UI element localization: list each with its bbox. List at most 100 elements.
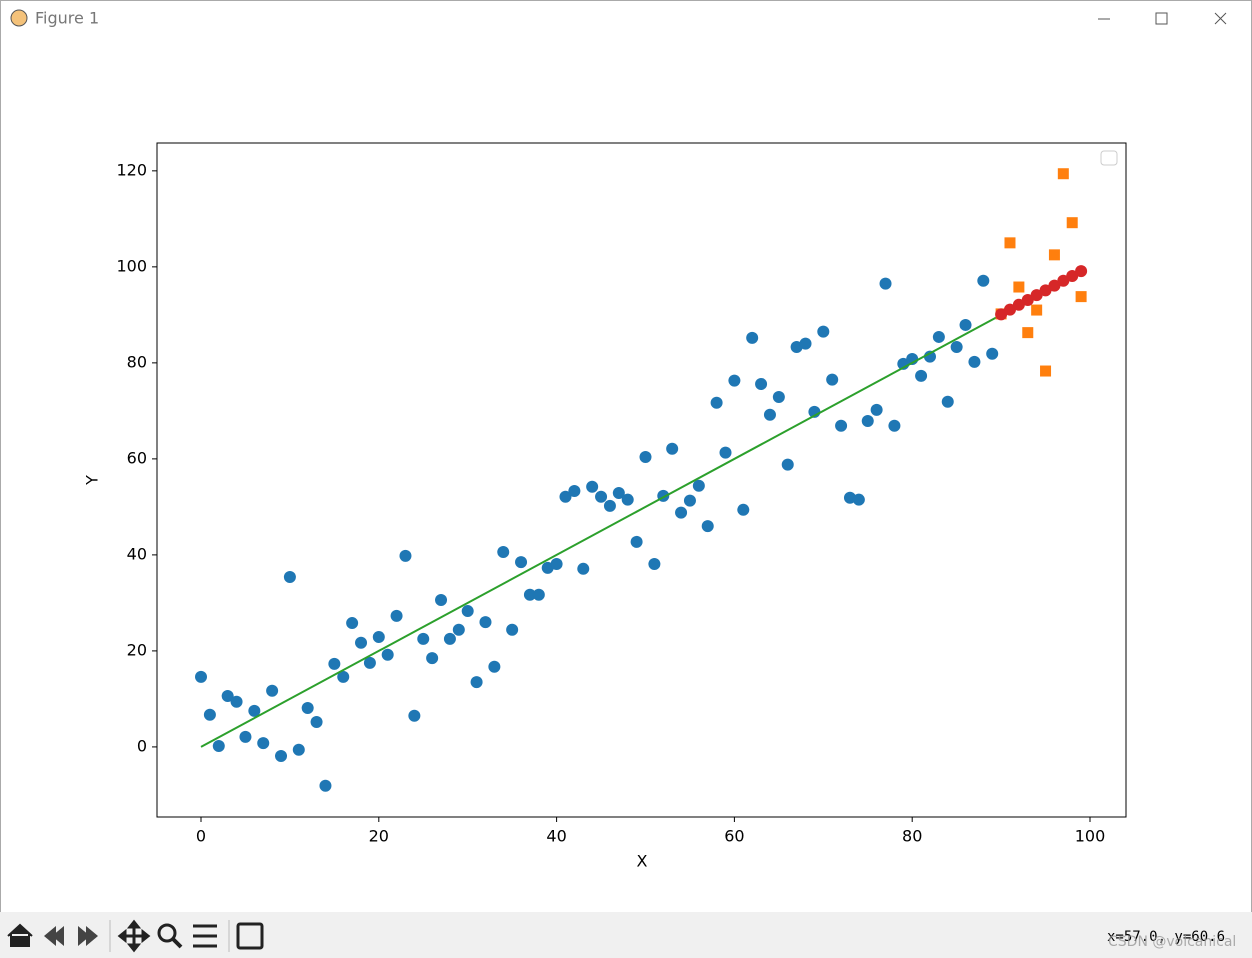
square-point xyxy=(1057,168,1069,180)
point xyxy=(435,594,448,607)
point xyxy=(203,708,216,721)
point xyxy=(995,308,1008,321)
point xyxy=(523,588,536,601)
point xyxy=(586,480,599,493)
point xyxy=(603,499,616,512)
x-axis-label: X xyxy=(637,852,648,871)
point xyxy=(959,318,972,331)
point xyxy=(852,493,865,506)
point xyxy=(568,485,581,498)
y-axis-label: Y xyxy=(83,475,102,486)
point xyxy=(328,657,341,670)
point xyxy=(915,369,928,382)
point xyxy=(257,737,270,750)
point xyxy=(799,337,812,350)
x-tick-label: 0 xyxy=(196,827,206,846)
point xyxy=(932,330,945,343)
point xyxy=(701,520,714,533)
point xyxy=(639,450,652,463)
point xyxy=(817,325,830,338)
point xyxy=(941,395,954,408)
point xyxy=(675,506,688,519)
square-point xyxy=(1031,304,1043,316)
y-tick-label: 60 xyxy=(127,448,147,467)
point xyxy=(363,656,376,669)
y-tick-label: 20 xyxy=(127,640,147,659)
y-tick-label: 120 xyxy=(116,160,147,179)
point xyxy=(977,274,990,287)
point xyxy=(1066,269,1079,282)
point xyxy=(1075,265,1088,278)
zoom-button[interactable] xyxy=(157,923,177,943)
point xyxy=(1039,284,1052,297)
point xyxy=(710,396,723,409)
forward-button[interactable] xyxy=(78,926,98,946)
square-point xyxy=(1004,237,1016,249)
close-button[interactable] xyxy=(1214,12,1227,25)
point xyxy=(239,730,252,743)
point xyxy=(986,347,999,360)
point xyxy=(559,490,572,503)
point xyxy=(390,609,403,622)
point xyxy=(452,623,465,636)
x-tick-label: 100 xyxy=(1075,827,1106,846)
point xyxy=(861,414,874,427)
point xyxy=(923,350,936,363)
status-text: x=57.0, y=60.6 xyxy=(1107,929,1225,945)
point xyxy=(781,458,794,471)
point xyxy=(461,605,474,618)
maximize-button[interactable] xyxy=(1155,12,1168,25)
y-tick-label: 0 xyxy=(137,736,147,755)
save-button[interactable] xyxy=(236,922,264,950)
point xyxy=(755,377,768,390)
point xyxy=(506,623,519,636)
point xyxy=(835,419,848,432)
point xyxy=(381,648,394,661)
point xyxy=(763,408,776,421)
point xyxy=(1030,289,1043,302)
point xyxy=(1048,279,1061,292)
point xyxy=(621,493,634,506)
point xyxy=(1057,274,1070,287)
point xyxy=(595,490,608,503)
point xyxy=(195,670,208,683)
point xyxy=(372,630,385,643)
point xyxy=(1003,303,1016,316)
square-point xyxy=(1013,281,1025,293)
point xyxy=(737,503,750,516)
point xyxy=(426,652,439,665)
point xyxy=(292,743,305,756)
point xyxy=(630,535,643,548)
point xyxy=(497,546,510,559)
line xyxy=(200,313,1002,748)
point xyxy=(488,660,501,673)
home-button[interactable] xyxy=(7,923,33,947)
point xyxy=(772,390,785,403)
pan-button[interactable] xyxy=(117,919,151,953)
square-point xyxy=(1066,217,1078,229)
point xyxy=(355,636,368,649)
point xyxy=(408,709,421,722)
point xyxy=(399,549,412,562)
point xyxy=(879,277,892,290)
point xyxy=(301,702,314,715)
back-button[interactable] xyxy=(44,926,64,946)
point xyxy=(870,403,883,416)
x-tick-label: 80 xyxy=(902,827,922,846)
point xyxy=(648,558,661,571)
zoom-handle xyxy=(171,937,183,949)
point xyxy=(746,331,759,344)
configure-button[interactable] xyxy=(193,924,217,948)
square-point xyxy=(1040,365,1052,377)
point xyxy=(577,562,590,575)
marks: 0 20 40 60 80 100 0 20 40 60 80 100 120 xyxy=(116,160,1105,845)
plot-area xyxy=(156,142,1127,818)
x-tick-label: 40 xyxy=(546,827,566,846)
point xyxy=(417,632,430,645)
point xyxy=(826,373,839,386)
point xyxy=(266,684,279,697)
y-tick-label: 80 xyxy=(127,352,147,371)
point xyxy=(346,617,359,630)
